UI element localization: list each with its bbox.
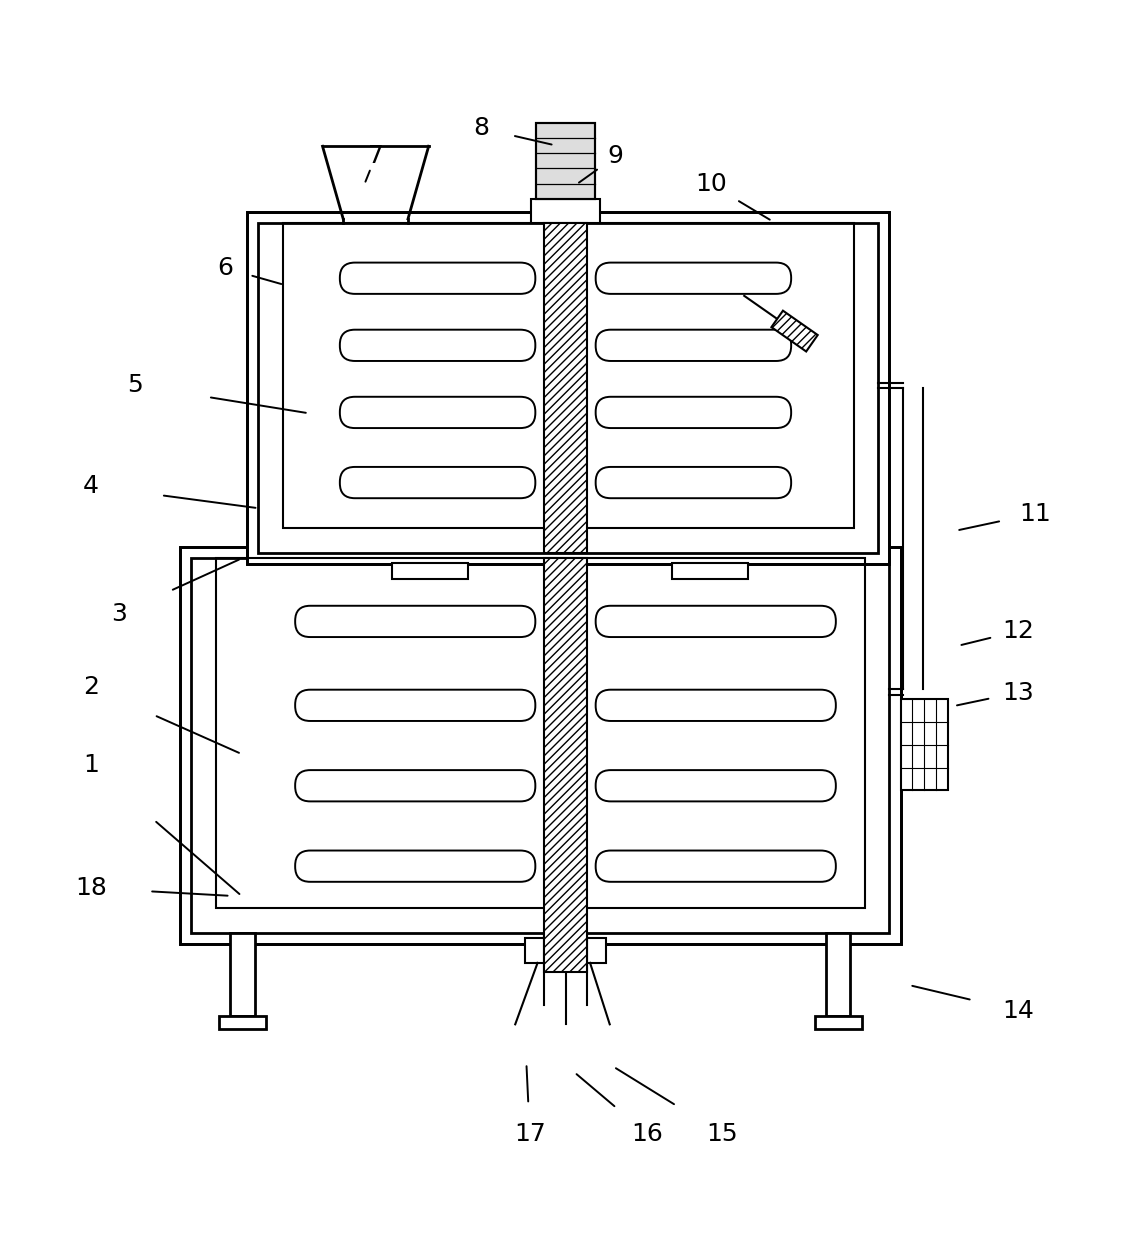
Text: 1: 1: [83, 753, 98, 777]
Bar: [219, 1017, 266, 1028]
Bar: [900, 699, 948, 791]
Text: 16: 16: [631, 1122, 663, 1146]
Text: 14: 14: [1002, 998, 1034, 1023]
Bar: [231, 933, 254, 1017]
Bar: [814, 1017, 862, 1028]
Bar: [247, 213, 889, 564]
Bar: [180, 547, 900, 943]
Text: 4: 4: [83, 474, 98, 498]
Text: 7: 7: [368, 144, 383, 169]
Text: 3: 3: [111, 602, 127, 627]
Text: 10: 10: [694, 173, 726, 196]
Bar: [392, 563, 468, 578]
Text: 15: 15: [706, 1122, 737, 1146]
Bar: [530, 199, 601, 224]
Bar: [826, 933, 851, 1017]
Bar: [544, 224, 587, 553]
Bar: [544, 558, 587, 972]
Bar: [672, 563, 748, 578]
Bar: [258, 224, 879, 553]
Text: 13: 13: [1002, 681, 1034, 704]
Text: 18: 18: [75, 876, 106, 899]
Text: 12: 12: [1002, 619, 1034, 643]
Bar: [216, 558, 865, 908]
Bar: [536, 123, 595, 199]
FancyBboxPatch shape: [771, 310, 818, 352]
Bar: [247, 213, 889, 564]
Text: 5: 5: [128, 373, 144, 398]
Text: 2: 2: [83, 676, 98, 699]
Text: 6: 6: [217, 256, 233, 280]
Bar: [536, 123, 595, 199]
Bar: [283, 224, 854, 528]
Text: 8: 8: [474, 116, 490, 140]
Text: 11: 11: [1019, 502, 1051, 525]
Text: 9: 9: [607, 144, 623, 169]
Bar: [525, 938, 606, 963]
Bar: [180, 547, 900, 943]
Text: 17: 17: [513, 1122, 545, 1146]
Bar: [191, 558, 889, 933]
